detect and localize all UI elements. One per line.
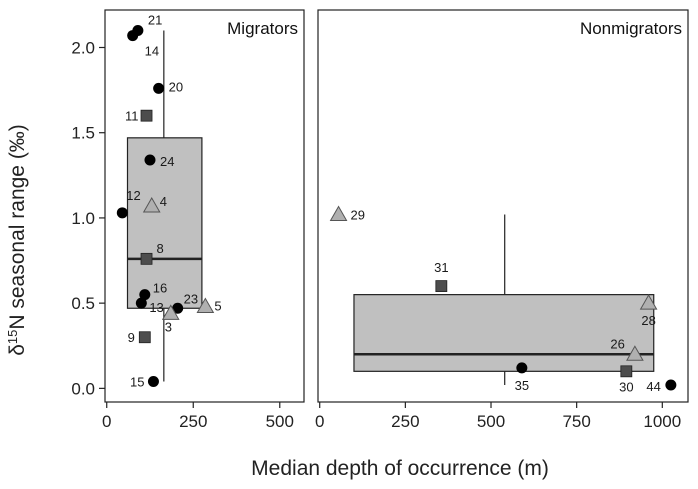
y-tick-label: 0.5 — [71, 294, 95, 313]
point-label-21: 21 — [148, 12, 162, 27]
data-point-24 — [144, 154, 156, 166]
data-point-26 — [626, 345, 644, 361]
x-axis-title: Median depth of occurrence (m) — [251, 457, 549, 480]
y-axis-title: δ15N seasonal range (‰) — [5, 124, 30, 356]
axes-layer: 0 250 500 0 250 500 750 1000 0.0 0.5 1.0 1.5 2.0 — [71, 38, 681, 431]
point-label-31: 31 — [434, 260, 448, 275]
data-point-35 — [516, 362, 528, 374]
panel-frame — [104, 9, 305, 403]
data-point-9 — [138, 331, 151, 344]
x-tick-label: 750 — [562, 412, 590, 431]
point-label-44: 44 — [646, 379, 660, 394]
point-label-12: 12 — [126, 188, 140, 203]
point-label-16: 16 — [153, 281, 167, 296]
data-point-3 — [161, 304, 180, 320]
point-label-13: 13 — [149, 300, 163, 315]
data-point-8 — [140, 252, 153, 265]
point-label-23: 23 — [184, 291, 198, 306]
data-point-12 — [116, 207, 128, 219]
panels-layer: 21 14 20 11 24 12 4 8 16 13 23 5 3 9 15 Migrators 29 31 28… — [104, 9, 689, 403]
x-tick-label: 500 — [477, 412, 505, 431]
x-tick-label: 250 — [179, 412, 207, 431]
data-point-20 — [153, 82, 165, 94]
data-point-31 — [435, 280, 448, 293]
data-point-11 — [140, 109, 153, 122]
point-label-20: 20 — [169, 79, 183, 94]
y-tick-label: 2.0 — [71, 38, 95, 57]
point-label-24: 24 — [160, 154, 174, 169]
x-tick-label: 250 — [391, 412, 419, 431]
point-label-28: 28 — [641, 313, 655, 328]
y-tick-label: 1.5 — [71, 124, 95, 143]
point-label-26: 26 — [610, 336, 624, 351]
panel-title: Migrators — [227, 19, 298, 38]
point-label-8: 8 — [157, 241, 164, 256]
data-point-14 — [127, 30, 139, 42]
data-point-15 — [147, 376, 159, 388]
y-axis-title-sup: 15 — [5, 330, 20, 344]
data-point-28 — [639, 294, 658, 310]
panel-nonmigrators: 29 31 28 26 35 30 44 Nonmigrators — [317, 9, 689, 403]
x-tick-label: 0 — [102, 412, 111, 431]
point-label-15: 15 — [130, 375, 144, 390]
point-label-30: 30 — [619, 379, 633, 394]
panel-title: Nonmigrators — [580, 19, 682, 38]
y-axis-title-prefix: δ — [6, 344, 29, 356]
data-point-23 — [172, 302, 184, 314]
data-point-30 — [620, 365, 633, 378]
x-tick-label: 0 — [315, 412, 324, 431]
panel-frame — [317, 9, 689, 403]
data-point-4 — [142, 196, 161, 213]
point-label-3: 3 — [165, 319, 172, 334]
x-tick-label: 500 — [266, 412, 294, 431]
point-label-5: 5 — [214, 299, 221, 314]
data-point-5 — [196, 297, 215, 314]
panel-migrators: 21 14 20 11 24 12 4 8 16 13 23 5 3 9 15 Migrators — [104, 9, 305, 403]
y-axis-title-rest: N seasonal range (‰) — [6, 124, 29, 329]
point-label-35: 35 — [515, 378, 529, 393]
y-tick-label: 0.0 — [71, 379, 95, 398]
point-label-11: 11 — [125, 109, 139, 124]
point-label-4: 4 — [160, 194, 167, 209]
point-label-9: 9 — [128, 330, 135, 345]
point-label-29: 29 — [351, 208, 365, 223]
y-tick-label: 1.0 — [71, 209, 95, 228]
data-point-29 — [329, 205, 348, 222]
x-tick-label: 1000 — [643, 412, 681, 431]
box-iqr — [353, 294, 655, 372]
data-point-13 — [135, 297, 147, 309]
data-point-16 — [139, 289, 151, 301]
box-iqr — [126, 137, 203, 309]
point-label-14: 14 — [145, 44, 159, 59]
data-point-44 — [665, 379, 677, 391]
